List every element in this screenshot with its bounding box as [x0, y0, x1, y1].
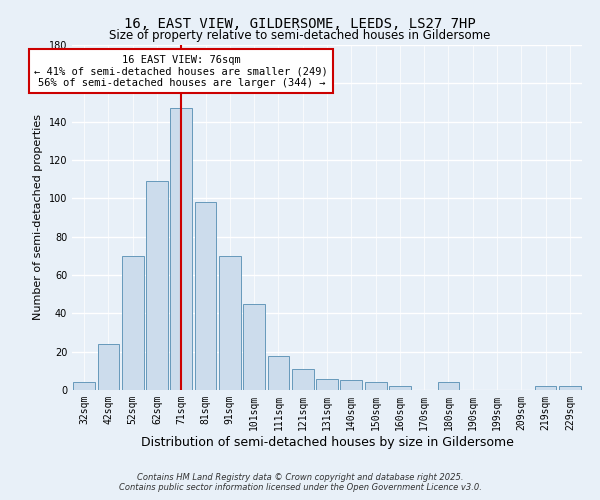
- Bar: [268, 356, 289, 390]
- Bar: [292, 369, 314, 390]
- Bar: [365, 382, 386, 390]
- Bar: [340, 380, 362, 390]
- Text: Size of property relative to semi-detached houses in Gildersome: Size of property relative to semi-detach…: [109, 29, 491, 42]
- Text: 16, EAST VIEW, GILDERSOME, LEEDS, LS27 7HP: 16, EAST VIEW, GILDERSOME, LEEDS, LS27 7…: [124, 18, 476, 32]
- X-axis label: Distribution of semi-detached houses by size in Gildersome: Distribution of semi-detached houses by …: [140, 436, 514, 448]
- Bar: [316, 378, 338, 390]
- Bar: [437, 382, 460, 390]
- Bar: [122, 256, 143, 390]
- Y-axis label: Number of semi-detached properties: Number of semi-detached properties: [33, 114, 43, 320]
- Bar: [243, 304, 265, 390]
- Text: Contains HM Land Registry data © Crown copyright and database right 2025.
Contai: Contains HM Land Registry data © Crown c…: [119, 473, 481, 492]
- Bar: [559, 386, 581, 390]
- Bar: [219, 256, 241, 390]
- Text: 16 EAST VIEW: 76sqm
← 41% of semi-detached houses are smaller (249)
56% of semi-: 16 EAST VIEW: 76sqm ← 41% of semi-detach…: [34, 54, 328, 88]
- Bar: [170, 108, 192, 390]
- Bar: [389, 386, 411, 390]
- Bar: [535, 386, 556, 390]
- Bar: [97, 344, 119, 390]
- Bar: [73, 382, 95, 390]
- Bar: [194, 202, 217, 390]
- Bar: [146, 181, 168, 390]
